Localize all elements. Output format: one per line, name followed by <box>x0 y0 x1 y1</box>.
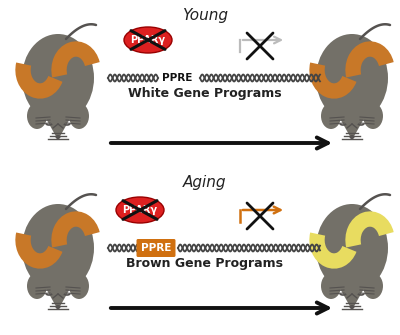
Text: Young: Young <box>182 8 228 23</box>
Ellipse shape <box>56 305 60 309</box>
Ellipse shape <box>124 27 172 53</box>
Polygon shape <box>333 276 371 310</box>
Ellipse shape <box>331 92 373 120</box>
Text: PPRE: PPRE <box>162 73 192 83</box>
Ellipse shape <box>321 103 341 129</box>
Text: PPARγ: PPARγ <box>130 35 166 45</box>
Text: White Gene Programs: White Gene Programs <box>128 86 282 99</box>
Text: PPRE: PPRE <box>141 243 171 253</box>
Ellipse shape <box>316 34 388 122</box>
Ellipse shape <box>22 34 94 122</box>
Ellipse shape <box>331 262 373 290</box>
Text: PPARγ: PPARγ <box>122 205 158 215</box>
Ellipse shape <box>350 135 354 139</box>
Ellipse shape <box>27 273 47 299</box>
Ellipse shape <box>22 204 94 292</box>
Text: Brown Gene Programs: Brown Gene Programs <box>126 257 284 269</box>
Ellipse shape <box>363 103 383 129</box>
Polygon shape <box>333 106 371 140</box>
Ellipse shape <box>116 197 164 223</box>
Polygon shape <box>39 276 77 310</box>
Ellipse shape <box>69 273 89 299</box>
Ellipse shape <box>37 92 79 120</box>
Ellipse shape <box>350 305 354 309</box>
Ellipse shape <box>27 103 47 129</box>
Text: Aging: Aging <box>183 175 227 190</box>
Ellipse shape <box>321 273 341 299</box>
Ellipse shape <box>316 204 388 292</box>
Polygon shape <box>39 106 77 140</box>
Ellipse shape <box>56 135 60 139</box>
Ellipse shape <box>363 273 383 299</box>
Ellipse shape <box>37 262 79 290</box>
Ellipse shape <box>69 103 89 129</box>
FancyBboxPatch shape <box>136 239 176 257</box>
